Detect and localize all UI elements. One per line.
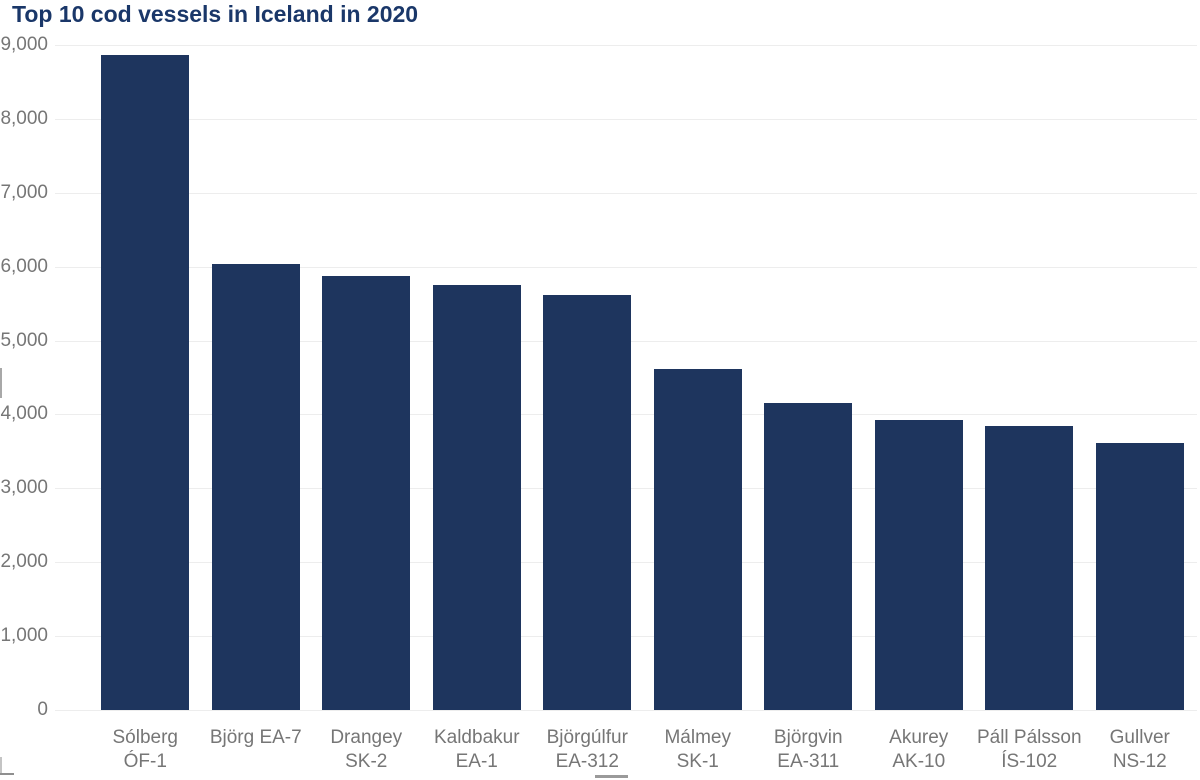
y-tick-label-7000: 7,000 [0, 181, 48, 203]
x-label-line: SK-1 [676, 751, 719, 772]
x-label-Sólberg ÓF-1: Sólberg ÓF-1 [90, 726, 201, 774]
bar-slot [90, 45, 201, 710]
clipped-y-axis-title-fragment [0, 368, 2, 398]
x-label-line: Björgúlfur [546, 727, 628, 748]
x-label-line: Málmey [664, 727, 731, 748]
x-label-Björgúlfur EA-312: Björgúlfur EA-312 [532, 726, 643, 774]
y-tick-label-9000: 9,000 [0, 34, 48, 55]
x-label-line: ÓF-1 [123, 751, 167, 772]
y-tick-label-5000: 5,000 [0, 329, 48, 351]
bar-Málmey SK-1[interactable] [653, 368, 742, 710]
bar-Páll Pálsson ÍS-102[interactable] [985, 426, 1074, 710]
x-label-line: Gullver [1109, 727, 1170, 748]
x-label-line: ÍS-102 [1001, 751, 1058, 772]
x-label-Akurey AK-10: Akurey AK-10 [864, 726, 975, 774]
x-label-Björg EA-7: Björg EA-7 [201, 726, 312, 750]
clipped-corner-border-horizontal [0, 773, 14, 775]
scrollbar-fragment [595, 775, 628, 778]
x-label-line: Kaldbakur [433, 727, 520, 748]
y-tick-label-4000: 4,000 [0, 403, 48, 425]
x-label-line: Akurey [889, 727, 949, 748]
x-label-Gullver NS-12: Gullver NS-12 [1085, 726, 1196, 774]
x-axis-category-labels: Sólberg ÓF-1 Björg EA-7 Drangey SK-2 Kaldbaku… [90, 726, 1195, 774]
bar-slot [532, 45, 643, 710]
gridline-y-8000 [55, 118, 1197, 120]
chart-title: Top 10 cod vessels in Iceland in 2020 [12, 1, 419, 27]
x-label-Drangey SK-2: Drangey SK-2 [311, 726, 422, 774]
y-tick-label-1000: 1,000 [0, 625, 48, 647]
x-label-line: Sólberg [112, 727, 179, 748]
y-tick-label-8000: 8,000 [0, 107, 48, 129]
bar-slot [974, 45, 1085, 710]
x-label-line: AK-10 [892, 751, 946, 772]
bar-slot [753, 45, 864, 710]
bar-slot [201, 45, 312, 710]
y-tick-label-2000: 2,000 [0, 551, 48, 573]
y-tick-label-6000: 6,000 [0, 255, 48, 277]
x-label-line: NS-12 [1112, 751, 1167, 772]
clipped-corner-border-vertical [0, 757, 2, 775]
bar-Drangey SK-2[interactable] [322, 275, 411, 710]
x-label-line: Björg EA-7 [209, 727, 302, 748]
gridline-y-7000 [55, 192, 1197, 194]
bar-Gullver NS-12[interactable] [1095, 443, 1184, 710]
x-label-line: EA-1 [455, 751, 498, 772]
x-label-line: SK-2 [345, 751, 388, 772]
bar-slot [311, 45, 422, 710]
y-tick-label-0: 0 [37, 699, 48, 720]
x-label-line: Drangey [330, 727, 403, 748]
y-tick-label-3000: 3,000 [0, 477, 48, 499]
bar-Akurey AK-10[interactable] [874, 420, 963, 710]
bar-slot [864, 45, 975, 710]
bar-series [90, 45, 1195, 710]
gridline-y-9000 [55, 45, 1197, 46]
bar-Björgvin EA-311[interactable] [764, 403, 853, 710]
x-label-Málmey SK-1: Málmey SK-1 [643, 726, 754, 774]
bar-Björg EA-7[interactable] [211, 264, 300, 710]
bar-Kaldbakur EA-1[interactable] [432, 285, 521, 710]
bar-Björgúlfur EA-312[interactable] [543, 294, 632, 710]
gridline-y-0 [55, 710, 1197, 711]
gridline-y-6000 [55, 266, 1197, 268]
x-label-Kaldbakur EA-1: Kaldbakur EA-1 [422, 726, 533, 774]
x-label-line: Björgvin [773, 727, 843, 748]
x-label-line: EA-312 [555, 751, 619, 772]
bar-slot [422, 45, 533, 710]
x-label-Björgvin EA-311: Björgvin EA-311 [753, 726, 864, 774]
x-label-line: EA-311 [777, 751, 840, 772]
bar-Sólberg ÓF-1[interactable] [101, 55, 190, 710]
x-label-line: Páll Pálsson [976, 727, 1082, 748]
bar-slot [643, 45, 754, 710]
bar-slot [1085, 45, 1196, 710]
x-label-Páll Pálsson ÍS-102: Páll Pálsson ÍS-102 [974, 726, 1085, 774]
